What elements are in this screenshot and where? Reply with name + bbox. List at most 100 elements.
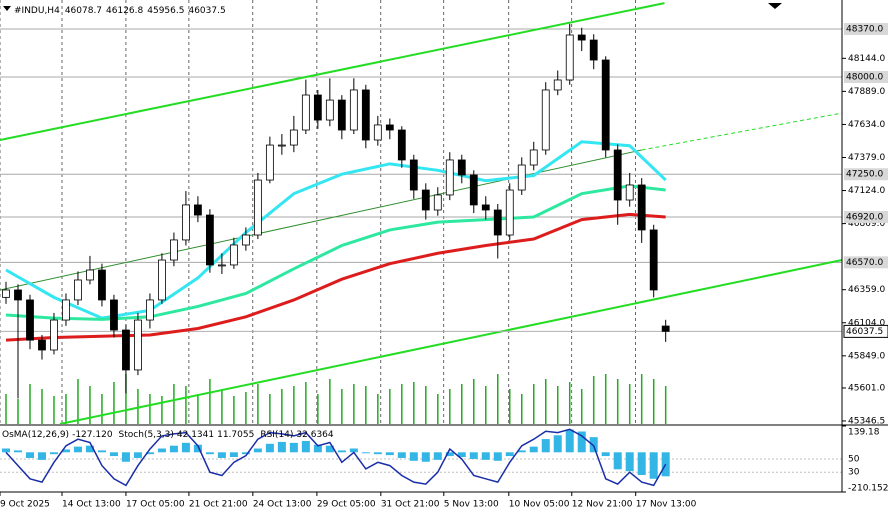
osma-bar	[397, 452, 406, 458]
osma-bar	[85, 445, 94, 453]
x-tick-label: 9 Oct 2025	[0, 500, 50, 510]
indicator-header: OsMA(12,26,9) -127.120 Stoch(5,3,3) 42.1341…	[2, 430, 334, 440]
y-tick-label: 46104.0	[848, 318, 885, 328]
close: 46037.5	[188, 6, 225, 16]
x-tick-label: 12 Nov 21:00	[572, 500, 633, 510]
candle-body	[541, 89, 550, 151]
osma-bar	[505, 452, 514, 457]
osma-bar	[541, 439, 550, 453]
osma-bar	[313, 444, 322, 453]
x-tick-label: 5 Nov 13:00	[444, 500, 499, 510]
level-label-box	[844, 210, 888, 223]
osma-bar	[445, 452, 454, 457]
candle-body	[505, 189, 514, 236]
candle-body	[565, 34, 574, 81]
osma-bar	[637, 452, 646, 475]
osma-bar	[517, 450, 526, 453]
osma-bar	[13, 450, 22, 453]
moving-average	[5, 212, 666, 342]
candle-body	[613, 149, 622, 201]
osma-bar	[1, 448, 10, 453]
stoch-line	[5, 428, 667, 487]
y-tick-label: 45601.0	[848, 383, 885, 393]
osma-bar	[217, 452, 226, 458]
candle-body	[26, 299, 34, 341]
candle-body	[62, 299, 70, 321]
x-tick-label: 17 Oct 05:00	[126, 500, 185, 510]
osma-bar	[565, 429, 574, 453]
level-label-box	[844, 23, 888, 36]
stoch-signal: 11.7055	[217, 430, 254, 440]
candle-body	[493, 209, 502, 236]
candle-body	[661, 325, 670, 332]
osma-bar	[145, 452, 154, 455]
osma-bar	[325, 445, 334, 453]
price-pane	[0, 0, 842, 424]
osma-bar	[529, 446, 538, 453]
osma-bar	[265, 443, 274, 453]
candle-body	[110, 299, 118, 331]
candle-body	[517, 164, 526, 191]
stoch-main: 42.1341	[177, 430, 214, 440]
y-tick-label: 45346.5	[848, 416, 885, 426]
trendline	[0, 2, 665, 141]
open: 46078.7	[65, 6, 102, 16]
osma-name: OsMA(12,26,9)	[2, 430, 69, 440]
osma-bar	[169, 445, 178, 453]
candle-body	[194, 204, 202, 216]
candle-body	[553, 79, 562, 91]
candle-body	[158, 259, 166, 301]
osma-bar	[349, 448, 358, 453]
level-label: 48000.0	[846, 72, 883, 82]
y-tick-label: 46869.0	[848, 219, 885, 229]
symbol: #INDU,H4	[14, 6, 60, 16]
candle-body	[217, 264, 226, 267]
x-tick-label: 21 Oct 21:00	[189, 500, 248, 510]
candle-body	[241, 234, 250, 246]
osma-bar	[373, 452, 382, 455]
symbol-icon	[3, 6, 11, 11]
x-tick-label: 10 Nov 05:00	[509, 500, 570, 510]
candle-body	[397, 129, 406, 161]
candle-body	[265, 144, 274, 181]
candle-body	[86, 269, 94, 281]
sub-y-tick-label: -210.152	[848, 484, 888, 494]
axes: 9 Oct 2025 14 Oct 13:00 17 Oct 05:00 21 Oct…	[0, 23, 888, 510]
candle-body	[38, 339, 46, 351]
trendline	[59, 259, 842, 424]
level-label-box	[844, 168, 888, 181]
osma-bar	[589, 437, 598, 453]
osma-bar	[97, 450, 106, 453]
osma-bar	[361, 452, 370, 454]
osma-bar	[613, 452, 622, 470]
osma-bar	[49, 452, 58, 455]
osma-bar	[277, 441, 286, 453]
candle-body	[421, 189, 430, 211]
candle-body	[313, 94, 322, 121]
sub-y2-tick-label: 50	[848, 455, 860, 465]
osma-bar	[457, 452, 466, 458]
y-tick-label: 47634.0	[848, 120, 885, 130]
candle-body	[182, 204, 190, 241]
y-tick-label: 46359.0	[848, 285, 885, 295]
last-price-label: 46037.5	[846, 327, 883, 337]
sub-y2-tick-label: 30	[848, 468, 860, 478]
sub-y-tick-label: 139.18	[848, 428, 880, 438]
candle-body	[649, 229, 658, 291]
x-tick-label: 29 Oct 05:00	[317, 500, 376, 510]
level-label: 47250.0	[846, 170, 883, 180]
y-tick-label: 47379.0	[848, 153, 885, 163]
osma-bar	[601, 452, 610, 457]
candle-body	[325, 99, 334, 121]
y-tick-label: 47124.0	[848, 186, 885, 196]
moving-average	[5, 184, 666, 321]
y-tick-label: 45849.0	[848, 351, 885, 361]
x-tick-label: 24 Oct 13:00	[253, 500, 312, 510]
candle-body	[433, 194, 442, 211]
osma-bar	[37, 452, 46, 460]
candle-body	[349, 89, 358, 131]
candle-body	[2, 289, 10, 298]
shift-marker[interactable]	[768, 3, 782, 9]
osma-bar	[409, 452, 418, 461]
